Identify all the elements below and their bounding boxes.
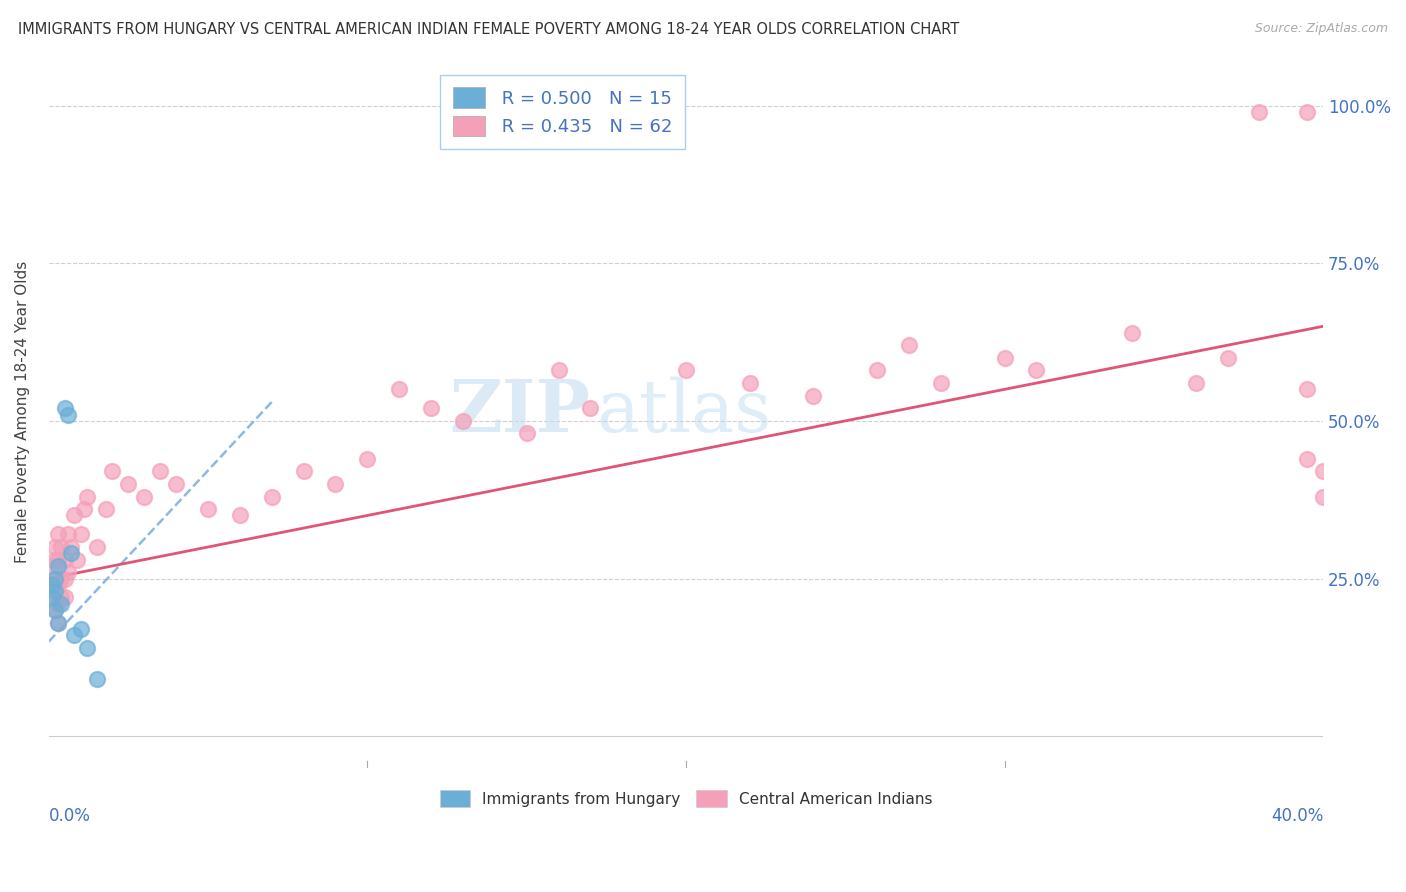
Point <box>76 490 98 504</box>
Text: atlas: atlas <box>596 376 772 447</box>
Point <box>1312 490 1334 504</box>
Point <box>1296 104 1319 119</box>
Point <box>1216 351 1239 365</box>
Point <box>738 376 761 390</box>
Point <box>897 338 920 352</box>
Point <box>325 477 347 491</box>
Point <box>1296 382 1319 396</box>
Point <box>51 597 73 611</box>
Point <box>56 566 79 580</box>
Point <box>69 622 91 636</box>
Point <box>44 603 66 617</box>
Text: 40.0%: 40.0% <box>1271 807 1323 825</box>
Point <box>516 426 538 441</box>
Point <box>41 591 63 605</box>
Point <box>356 451 378 466</box>
Point <box>86 540 108 554</box>
Point <box>94 502 117 516</box>
Point <box>44 584 66 599</box>
Point <box>41 572 63 586</box>
Text: ZIP: ZIP <box>450 376 591 447</box>
Point <box>44 552 66 566</box>
Point <box>46 527 69 541</box>
Point <box>547 363 569 377</box>
Point <box>69 527 91 541</box>
Point <box>51 591 73 605</box>
Text: Source: ZipAtlas.com: Source: ZipAtlas.com <box>1254 22 1388 36</box>
Text: IMMIGRANTS FROM HUNGARY VS CENTRAL AMERICAN INDIAN FEMALE POVERTY AMONG 18-24 YE: IMMIGRANTS FROM HUNGARY VS CENTRAL AMERI… <box>18 22 959 37</box>
Point <box>1025 363 1047 377</box>
Point <box>76 640 98 655</box>
Point <box>1249 104 1271 119</box>
Point <box>675 363 697 377</box>
Legend:  R = 0.500   N = 15,  R = 0.435   N = 62: R = 0.500 N = 15, R = 0.435 N = 62 <box>440 75 685 149</box>
Point <box>44 572 66 586</box>
Point <box>53 591 76 605</box>
Point <box>1121 326 1143 340</box>
Point <box>46 615 69 630</box>
Point <box>66 552 89 566</box>
Point <box>60 540 83 554</box>
Point <box>56 408 79 422</box>
Point <box>149 464 172 478</box>
Point <box>101 464 124 478</box>
Point <box>451 414 474 428</box>
Point <box>993 351 1015 365</box>
Text: 0.0%: 0.0% <box>49 807 90 825</box>
Point <box>41 591 63 605</box>
Point <box>73 502 96 516</box>
Point <box>803 389 825 403</box>
Point <box>229 508 252 523</box>
Point <box>46 578 69 592</box>
Point <box>260 490 283 504</box>
Point <box>51 540 73 554</box>
Point <box>46 558 69 573</box>
Point <box>41 558 63 573</box>
Point <box>63 508 86 523</box>
Point <box>41 578 63 592</box>
Point <box>292 464 315 478</box>
Point <box>53 552 76 566</box>
Point <box>420 401 443 416</box>
Point <box>579 401 602 416</box>
Point <box>929 376 952 390</box>
Point <box>46 552 69 566</box>
Point <box>134 490 156 504</box>
Point <box>53 401 76 416</box>
Point <box>46 615 69 630</box>
Point <box>197 502 219 516</box>
Point <box>60 546 83 560</box>
Point <box>51 572 73 586</box>
Point <box>56 527 79 541</box>
Point <box>53 572 76 586</box>
Point <box>46 597 69 611</box>
Point <box>44 540 66 554</box>
Point <box>866 363 889 377</box>
Y-axis label: Female Poverty Among 18-24 Year Olds: Female Poverty Among 18-24 Year Olds <box>15 260 30 563</box>
Point <box>44 578 66 592</box>
Point <box>117 477 139 491</box>
Point <box>165 477 187 491</box>
Point <box>1184 376 1206 390</box>
Point <box>63 628 86 642</box>
Point <box>1296 451 1319 466</box>
Point <box>86 673 108 687</box>
Point <box>388 382 411 396</box>
Point <box>44 603 66 617</box>
Point <box>1312 464 1334 478</box>
